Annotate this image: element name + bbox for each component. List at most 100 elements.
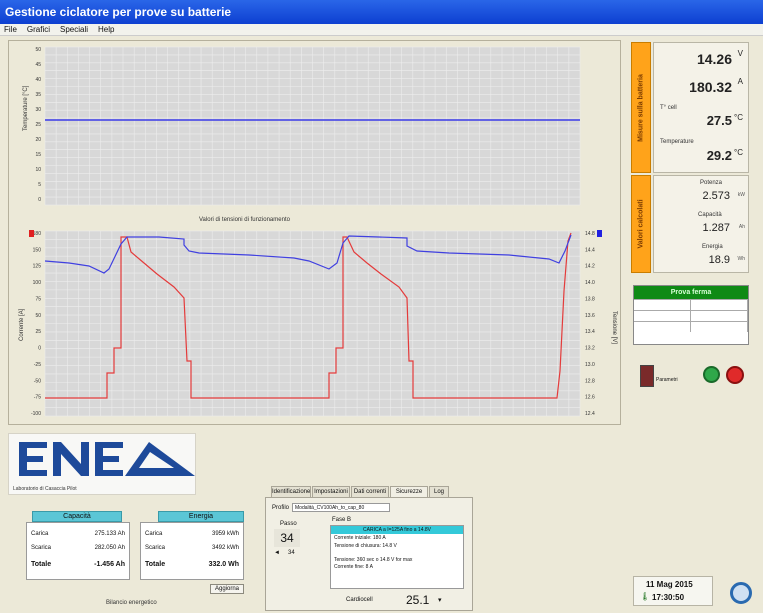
- capacity-label: Capacità: [698, 212, 722, 218]
- measures-side-label: Misure sulla batteria: [631, 42, 651, 173]
- start-button[interactable]: [703, 366, 720, 383]
- voltage-unit: V: [737, 49, 743, 58]
- phase-line: Corrente iniziale: 180 A: [334, 535, 386, 541]
- aggiorna-button[interactable]: Aggiorna: [210, 584, 244, 594]
- step-minus-icon[interactable]: ◄: [274, 550, 280, 556]
- energia-total: Totale 332.0 Wh: [145, 561, 239, 568]
- bottom-right-label: Tensione [V]: [611, 311, 617, 344]
- menu-grafici[interactable]: Grafici: [26, 25, 51, 34]
- top-ytick: 25: [35, 122, 41, 128]
- bottom-left-ticks: 180 150 125 100 75 50 25 0 -25 -50 -75 -100: [31, 231, 41, 417]
- bottom-left-tick: 25: [35, 329, 41, 335]
- top-ytick: 50: [35, 47, 41, 53]
- energy-label: Energia: [702, 244, 723, 250]
- top-ytick: 30: [35, 107, 41, 113]
- measures-box: 14.26 V 180.32 A T° cell 27.5 °C Tempera…: [653, 42, 749, 173]
- bottom-right-tick: 12.4: [585, 411, 595, 417]
- temp1-unit: °C: [734, 113, 743, 122]
- refresh-icon[interactable]: [730, 582, 752, 604]
- bottom-left-tick: 50: [35, 313, 41, 319]
- capacita-row: Scarica 282.050 Ah: [31, 545, 125, 551]
- bottom-left-tick: 150: [33, 247, 42, 253]
- temp-label: Cardiocell: [346, 597, 373, 603]
- logo-subtitle: Laboratorio di Casaccia Pilot: [13, 486, 77, 492]
- step-value: 34: [274, 529, 300, 547]
- temp1-label: T° cell: [660, 105, 677, 111]
- phase-line: [331, 550, 463, 557]
- profile-field[interactable]: Modalità_CV100Ah_to_cap_80: [292, 503, 390, 512]
- enea-logo: [19, 442, 195, 476]
- top-ytick: 45: [35, 62, 41, 68]
- open-label: Parametri: [656, 377, 678, 383]
- top-ytick: 10: [35, 167, 41, 173]
- energia-row: Carica 3959 kWh: [145, 531, 239, 537]
- temp2-label: Temperature: [660, 139, 694, 145]
- bottom-right-tick: 14.2: [585, 264, 595, 270]
- charts-panel: 50 45 40 35 30 25 20 15 10 5 0 Valori di tensioni …: [8, 40, 621, 425]
- menu-bar: File Grafici Speciali Help: [0, 24, 763, 36]
- voltage-value: 14.26: [696, 51, 732, 67]
- voltage-line: [44, 234, 572, 274]
- phase-line: Tensione: 360 sec o 14.8 V for max: [334, 557, 413, 563]
- bottom-left-tick: 100: [33, 280, 42, 286]
- bottom-left-tick: -75: [34, 395, 41, 401]
- menu-speciali[interactable]: Speciali: [60, 25, 89, 34]
- datetime-box: 11 Mag 2015 🌡 17:30:50: [633, 576, 713, 606]
- capacita-row: Carica 275.133 Ah: [31, 531, 125, 537]
- bottom-right-ticks: 14.8 14.4 14.2 14.0 13.8 13.6 13.4 13.2 13.0 12.8…: [585, 231, 595, 417]
- time-value: 17:30:50: [652, 593, 685, 602]
- top-ylabel: Temperature [°C]: [23, 85, 29, 131]
- temp1-value: 27.5: [706, 113, 732, 128]
- energia-row: Scarica 3492 kWh: [145, 545, 239, 551]
- temp2-unit: °C: [734, 148, 743, 157]
- stop-button[interactable]: [726, 366, 744, 384]
- open-file-icon[interactable]: [640, 365, 654, 387]
- power-value: 2.573: [702, 190, 730, 202]
- power-label: Potenza: [700, 180, 723, 186]
- capacita-total: Totale -1.456 Ah: [31, 561, 125, 568]
- top-ytick: 5: [38, 182, 41, 188]
- top-ytick: 20: [35, 137, 41, 143]
- bottom-left-tick: -25: [34, 362, 41, 368]
- bottom-right-tick: 13.2: [585, 346, 595, 352]
- enea-logo-panel: Laboratorio di Casaccia Pilot: [8, 433, 196, 495]
- bottom-right-tick: 14.4: [585, 247, 595, 253]
- power-unit: kW: [737, 192, 745, 198]
- phase-highlight: CARICA a I=125A fino a 14.8V: [331, 526, 463, 534]
- bottom-left-tick: -100: [31, 411, 41, 417]
- left-axis-marker: [29, 230, 34, 237]
- energy-unit: Wh: [737, 256, 746, 262]
- capacita-box: Carica 275.133 Ah Scarica 282.050 Ah Total…: [26, 522, 130, 580]
- step-total: 34: [288, 550, 295, 556]
- bottom-right-tick: 13.6: [585, 313, 595, 319]
- energia-box: Carica 3959 kWh Scarica 3492 kWh Totale 332…: [140, 522, 244, 580]
- bottom-left-label: Corrente [A]: [19, 308, 25, 341]
- thermometer-icon: 🌡: [640, 592, 651, 601]
- menu-file[interactable]: File: [4, 25, 17, 34]
- top-xlabel: Valori di tensioni di funzionamento: [199, 217, 291, 223]
- bottom-grid: [44, 230, 581, 417]
- bottom-left-tick: -50: [34, 378, 41, 384]
- top-ytick: 15: [35, 152, 41, 158]
- capacity-value: 1.287: [702, 222, 730, 234]
- energia-header: Energia: [158, 511, 244, 522]
- right-axis-marker: [597, 230, 602, 237]
- bottom-right-tick: 14.0: [585, 280, 595, 286]
- energy-balance-panel: Capacità Carica 275.133 Ah Scarica 282.050…: [26, 511, 248, 611]
- temp2-value: 29.2: [706, 148, 732, 163]
- profile-label: Profilo: [272, 505, 290, 511]
- top-ytick: 0: [38, 197, 41, 203]
- bottom-right-tick: 13.8: [585, 296, 595, 302]
- phase-box: CARICA a I=125A fino a 14.8V Corrente in…: [330, 525, 464, 589]
- state-table: Prova ferma: [633, 285, 749, 345]
- temp-stepper-icon[interactable]: ▾: [438, 597, 442, 604]
- bottom-right-tick: 14.8: [585, 231, 595, 237]
- bottom-right-tick: 13.0: [585, 362, 595, 368]
- state-row: [634, 299, 748, 310]
- phase-label: Fase B: [332, 517, 352, 523]
- energy-value: 18.9: [708, 254, 730, 266]
- bottom-left-tick: 0: [38, 346, 41, 352]
- menu-help[interactable]: Help: [98, 25, 115, 34]
- capacita-header: Capacità: [32, 511, 122, 522]
